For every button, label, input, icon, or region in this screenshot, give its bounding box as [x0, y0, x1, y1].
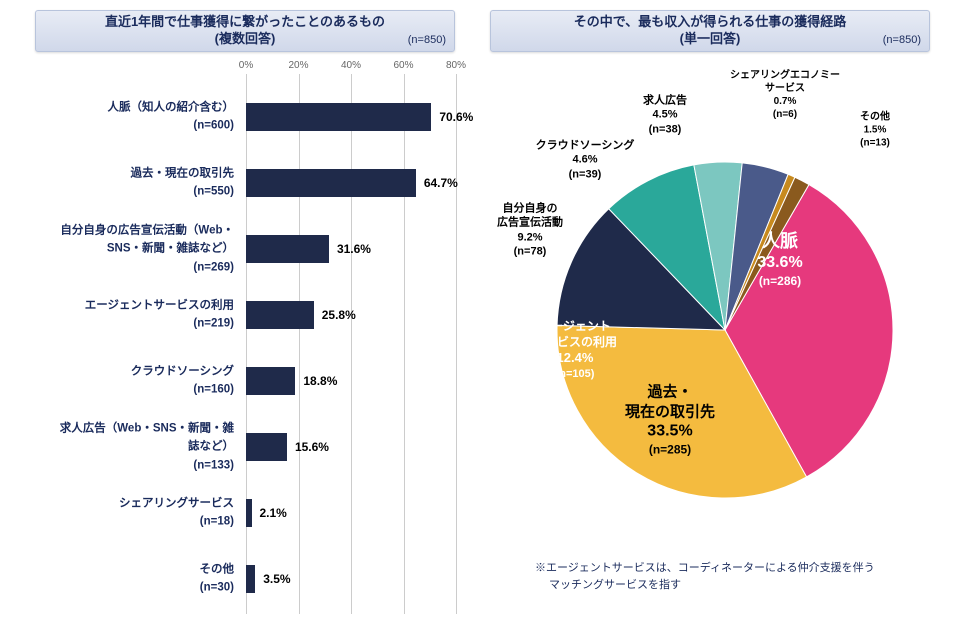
bar-axis-tick: 40%	[341, 60, 361, 71]
bar-row: シェアリングサービス(n=18) 2.1%	[20, 480, 470, 546]
bar-label: 過去・現在の取引先(n=550)	[20, 165, 240, 202]
pie-label-sharing: シェアリングエコノミーサービス0.7%(n=6)	[730, 69, 840, 121]
bar-axis-tick: 20%	[288, 60, 308, 71]
pie-label-other: その他1.5%(n=13)	[860, 111, 890, 150]
bar-row: 自分自身の広告宣伝活動（Web・SNS・新聞・雑誌など）(n=269) 31.6%	[20, 216, 470, 282]
bar-label: 自分自身の広告宣伝活動（Web・SNS・新聞・雑誌など）(n=269)	[20, 221, 240, 276]
bar-row: 求人広告（Web・SNS・新聞・雑誌など）(n=133) 15.6%	[20, 414, 470, 480]
bar-label: その他(n=30)	[20, 561, 240, 598]
header-right-title: その中で、最も収入が得られる仕事の獲得経路(単一回答)	[574, 14, 846, 48]
pie-label-kyujin: 求人広告4.5%(n=38)	[643, 94, 687, 137]
bar-axis-tick: 80%	[446, 60, 466, 71]
bar-value-label: 15.6%	[295, 440, 329, 454]
bar-value-label: 2.1%	[260, 506, 287, 520]
bar-rect	[246, 169, 416, 197]
bar-row: クラウドソーシング(n=160) 18.8%	[20, 348, 470, 414]
bar-row: エージェントサービスの利用(n=219) 25.8%	[20, 282, 470, 348]
bar-value-label: 31.6%	[337, 242, 371, 256]
bar-label: 求人広告（Web・SNS・新聞・雑誌など）(n=133)	[20, 419, 240, 474]
bar-rect	[246, 565, 255, 593]
pie-label-koukoku: 自分自身の広告宣伝活動9.2%(n=78)	[497, 201, 563, 258]
bar-value-label: 70.6%	[439, 110, 473, 124]
bar-value-label: 25.8%	[322, 308, 356, 322]
bar-rect	[246, 103, 431, 131]
bar-rect	[246, 301, 314, 329]
bar-rect	[246, 367, 295, 395]
pie-label-jinmyaku: 人脈33.6%(n=286)	[757, 230, 802, 290]
footnote: ※エージェントサービスは、コーディネーターによる仲介支援を伴う マッチングサービ…	[535, 560, 935, 593]
header-left-n: (n=850)	[408, 33, 446, 47]
bar-rect	[246, 235, 329, 263]
bar-label: シェアリングサービス(n=18)	[20, 495, 240, 532]
pie-label-torihiki: 過去・現在の取引先33.5%(n=285)	[625, 382, 715, 457]
bar-chart: 0% 20% 40% 60% 80% 人脈（知人の紹介含む）(n=600) 70.6% 過去・…	[20, 60, 470, 620]
header-left: 直近1年間で仕事獲得に繋がったことのあるもの(複数回答) (n=850)	[35, 10, 455, 52]
bar-label: クラウドソーシング(n=160)	[20, 363, 240, 400]
header-left-title: 直近1年間で仕事獲得に繋がったことのあるもの(複数回答)	[105, 14, 385, 48]
header-right: その中で、最も収入が得られる仕事の獲得経路(単一回答) (n=850)	[490, 10, 930, 52]
bar-axis-tick: 60%	[393, 60, 413, 71]
pie-label-cloud: クラウドソーシング4.6%(n=39)	[536, 139, 635, 182]
bar-row: 人脈（知人の紹介含む）(n=600) 70.6%	[20, 84, 470, 150]
header-right-n: (n=850)	[883, 33, 921, 47]
bar-value-label: 3.5%	[263, 572, 290, 586]
bar-label: 人脈（知人の紹介含む）(n=600)	[20, 99, 240, 136]
bar-rect	[246, 433, 287, 461]
bar-value-label: 64.7%	[424, 176, 458, 190]
bar-rect	[246, 499, 252, 527]
bar-value-label: 18.8%	[303, 374, 337, 388]
bar-axis-tick: 0%	[239, 60, 253, 71]
bar-label: エージェントサービスの利用(n=219)	[20, 297, 240, 334]
bar-row: その他(n=30) 3.5%	[20, 546, 470, 612]
pie-label-agent: エージェントサービスの利用12.4%(n=105)	[533, 319, 617, 381]
pie-chart-area: ※エージェントサービスは、コーディネーターによる仲介支援を伴う マッチングサービ…	[475, 60, 945, 620]
bar-row: 過去・現在の取引先(n=550) 64.7%	[20, 150, 470, 216]
